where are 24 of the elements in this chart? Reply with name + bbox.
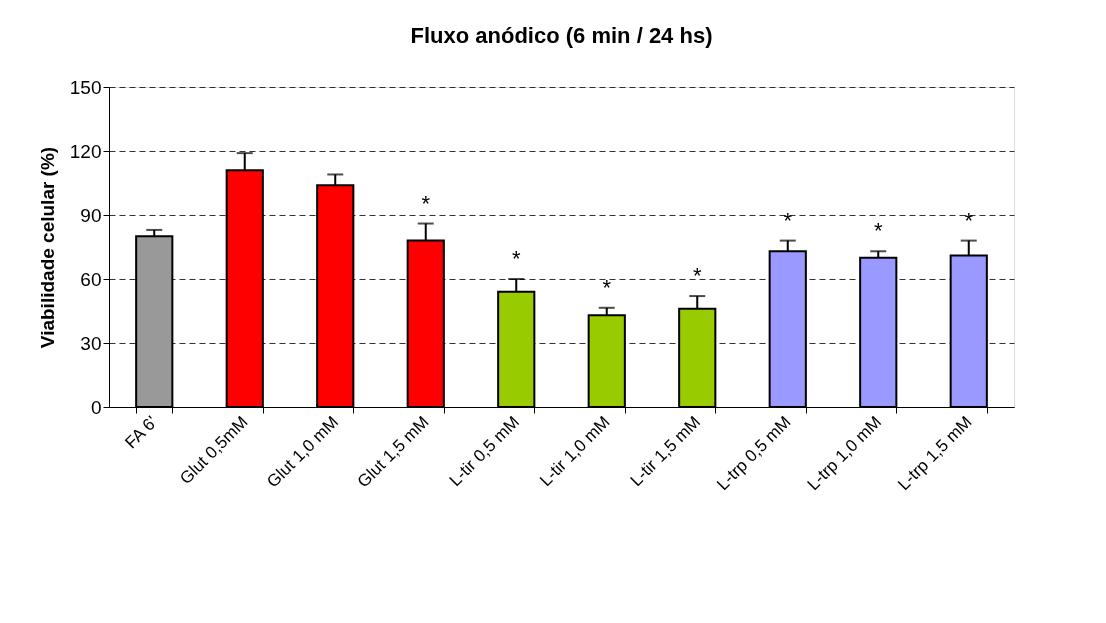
y-tick-label: 0	[90, 396, 102, 418]
x-tick-label: L-tir 1,0 mM	[536, 412, 614, 490]
x-tick-label: FA 6'	[121, 412, 162, 453]
x-tick-label: L-trp 1,0 mM	[803, 412, 886, 494]
x-tick-label: L-tir 0,5 mM	[445, 412, 524, 490]
data-label: *	[511, 246, 521, 271]
y-tick-label: 120	[69, 140, 102, 162]
x-tick-label: Glut 1,5 mM	[353, 412, 433, 492]
data-label: *	[873, 218, 883, 244]
data-label: *	[692, 263, 702, 289]
x-tick-label: Glut 1,0 mM	[263, 412, 343, 492]
y-tick-label: 60	[80, 268, 102, 290]
data-label: *	[602, 274, 612, 300]
data-label: *	[783, 207, 793, 233]
chart-title: Fluxo anódico (6 min / 24 hs)	[410, 23, 713, 48]
x-tick-label: L-trp 1,5 mM	[894, 412, 976, 494]
data-label: *	[421, 190, 431, 216]
y-tick-label: 90	[80, 204, 102, 226]
data-label: *	[964, 207, 974, 233]
x-tick-label: L-tir 1,5 mM	[626, 412, 705, 490]
x-tick-label: L-trp 0,5 mM	[713, 412, 795, 494]
y-tick-label: 150	[69, 76, 102, 98]
y-tick-label: 30	[80, 332, 102, 354]
y-axis-title: Viabilidade celular (%)	[36, 146, 58, 349]
